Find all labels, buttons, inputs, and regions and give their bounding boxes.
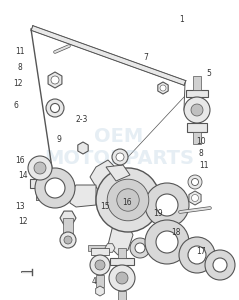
Polygon shape xyxy=(78,142,88,154)
Polygon shape xyxy=(48,72,62,88)
Circle shape xyxy=(160,85,166,91)
Polygon shape xyxy=(186,90,208,97)
Polygon shape xyxy=(88,245,108,251)
Circle shape xyxy=(46,99,64,117)
Circle shape xyxy=(117,189,139,211)
Circle shape xyxy=(116,272,128,284)
Text: 6: 6 xyxy=(13,100,18,109)
Circle shape xyxy=(45,178,65,198)
Polygon shape xyxy=(193,76,201,90)
Polygon shape xyxy=(96,275,104,287)
Polygon shape xyxy=(110,258,134,265)
Polygon shape xyxy=(187,123,207,132)
Circle shape xyxy=(109,265,135,291)
Polygon shape xyxy=(105,244,115,252)
Text: 15: 15 xyxy=(100,202,110,211)
Text: 14: 14 xyxy=(18,171,27,180)
Polygon shape xyxy=(36,188,44,200)
Circle shape xyxy=(35,168,75,208)
Text: 19: 19 xyxy=(153,208,163,217)
Polygon shape xyxy=(118,248,126,258)
Polygon shape xyxy=(108,225,133,255)
Circle shape xyxy=(116,153,124,161)
Circle shape xyxy=(188,175,202,189)
Circle shape xyxy=(213,258,227,272)
Text: 2-3: 2-3 xyxy=(75,116,87,124)
Circle shape xyxy=(50,103,60,112)
Text: 13: 13 xyxy=(16,202,25,211)
Polygon shape xyxy=(60,211,76,225)
Text: OEM
MOTORPARTS: OEM MOTORPARTS xyxy=(44,128,194,169)
Text: 11: 11 xyxy=(16,46,25,56)
Text: 8: 8 xyxy=(18,63,23,72)
Circle shape xyxy=(205,250,235,280)
Circle shape xyxy=(90,255,110,275)
Text: 16: 16 xyxy=(122,198,131,207)
Polygon shape xyxy=(31,26,186,85)
Polygon shape xyxy=(30,179,50,188)
Circle shape xyxy=(34,162,46,174)
Text: 12: 12 xyxy=(18,218,27,226)
Circle shape xyxy=(112,149,128,165)
Polygon shape xyxy=(90,160,123,190)
Text: 11: 11 xyxy=(200,160,209,169)
Circle shape xyxy=(130,238,150,258)
Polygon shape xyxy=(91,248,109,255)
Text: 4: 4 xyxy=(92,278,97,286)
Circle shape xyxy=(145,183,189,227)
Circle shape xyxy=(64,236,72,244)
Circle shape xyxy=(60,232,76,248)
Circle shape xyxy=(179,237,215,273)
Circle shape xyxy=(28,156,52,180)
Polygon shape xyxy=(118,291,126,300)
Circle shape xyxy=(191,178,199,185)
Polygon shape xyxy=(193,132,201,144)
Polygon shape xyxy=(70,185,96,207)
Polygon shape xyxy=(189,191,201,205)
Text: 1: 1 xyxy=(179,15,184,24)
Circle shape xyxy=(135,243,145,253)
Polygon shape xyxy=(63,218,73,235)
Text: 9: 9 xyxy=(56,135,61,144)
Circle shape xyxy=(96,168,160,232)
Circle shape xyxy=(107,179,149,221)
Circle shape xyxy=(95,260,105,270)
Circle shape xyxy=(156,231,178,253)
Text: 8: 8 xyxy=(198,148,203,158)
Text: 12: 12 xyxy=(13,80,23,88)
Circle shape xyxy=(191,194,199,202)
Polygon shape xyxy=(96,286,104,296)
Circle shape xyxy=(184,97,210,123)
Text: 18: 18 xyxy=(171,228,180,237)
Text: 5: 5 xyxy=(207,69,212,78)
Circle shape xyxy=(156,194,178,216)
Polygon shape xyxy=(158,82,168,94)
Circle shape xyxy=(51,76,59,84)
Text: 10: 10 xyxy=(196,136,206,146)
Circle shape xyxy=(191,104,203,116)
Text: 17: 17 xyxy=(196,248,206,256)
Polygon shape xyxy=(106,165,130,181)
Text: 16: 16 xyxy=(16,156,25,165)
Circle shape xyxy=(188,246,206,264)
Circle shape xyxy=(145,220,189,264)
Text: 7: 7 xyxy=(143,52,148,62)
